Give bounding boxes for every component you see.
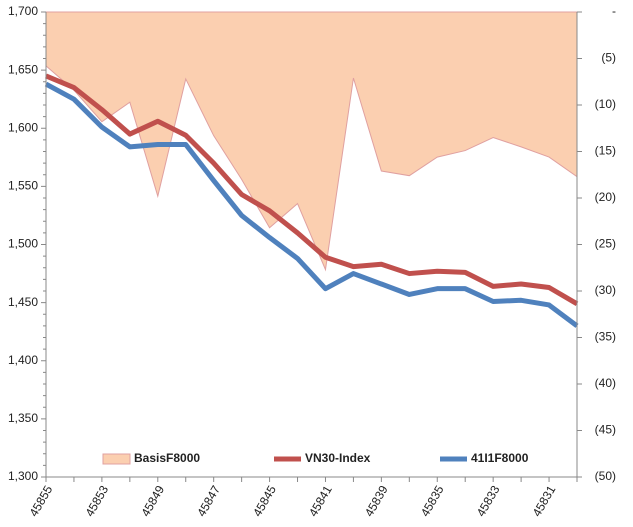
y2-tick-label: (50) — [595, 469, 616, 483]
y-tick-label: 1,500 — [8, 237, 38, 251]
x-tick-label: 45839 — [362, 483, 391, 519]
y2-tick-label: (45) — [595, 423, 616, 437]
y-tick-label: 1,450 — [8, 295, 38, 309]
y2-tick-label: (10) — [595, 97, 616, 111]
y-tick-label: 1,300 — [8, 469, 38, 483]
y2-tick-label: (20) — [595, 190, 616, 204]
y2-tick-label: - — [612, 4, 616, 18]
x-tick-label: 45841 — [306, 483, 335, 519]
y2-tick-label: (15) — [595, 144, 616, 158]
y2-tick-label: (25) — [595, 237, 616, 251]
y-tick-label: 1,350 — [8, 411, 38, 425]
legend-swatch — [102, 453, 131, 465]
y-tick-label: 1,400 — [8, 353, 38, 367]
y2-tick-label: (35) — [595, 330, 616, 344]
y2-tick-label: (40) — [595, 376, 616, 390]
x-tick-label: 45849 — [138, 483, 167, 519]
legend-label: BasisF8000 — [134, 451, 200, 465]
y-tick-label: 1,600 — [8, 120, 38, 134]
y-tick-label: 1,650 — [8, 62, 38, 76]
y-tick-label: 1,700 — [8, 4, 38, 18]
area — [45, 11, 578, 272]
x-tick-label: 45833 — [474, 483, 503, 519]
y-tick-label: 1,550 — [8, 179, 38, 193]
legend-label: 41I1F8000 — [471, 451, 529, 465]
x-tick-label: 45831 — [530, 483, 559, 519]
y2-tick-label: (30) — [595, 283, 616, 297]
y2-tick-label: (5) — [601, 51, 616, 65]
x-tick-label: 45847 — [194, 483, 223, 519]
x-tick-label: 45845 — [250, 483, 279, 519]
line — [45, 73, 579, 306]
line — [44, 81, 579, 328]
x-tick-label: 45835 — [418, 483, 447, 519]
x-tick-label: 45853 — [82, 483, 111, 519]
x-tick-label: 45855 — [27, 483, 56, 519]
legend-label: VN30-Index — [305, 451, 371, 465]
